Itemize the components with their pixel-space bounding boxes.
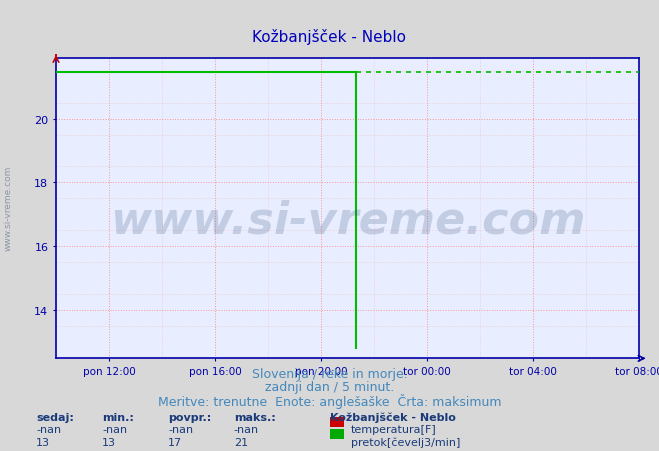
Text: Kožbanjšček - Neblo: Kožbanjšček - Neblo bbox=[330, 412, 455, 422]
Text: pretok[čevelj3/min]: pretok[čevelj3/min] bbox=[351, 437, 460, 447]
Text: sedaj:: sedaj: bbox=[36, 412, 74, 422]
Text: Kožbanjšček - Neblo: Kožbanjšček - Neblo bbox=[252, 29, 407, 45]
Text: -nan: -nan bbox=[234, 424, 259, 434]
Text: -nan: -nan bbox=[168, 424, 193, 434]
Text: 13: 13 bbox=[102, 437, 116, 447]
Text: zadnji dan / 5 minut.: zadnji dan / 5 minut. bbox=[265, 380, 394, 393]
Text: -nan: -nan bbox=[102, 424, 127, 434]
Text: 17: 17 bbox=[168, 437, 182, 447]
Text: www.si-vreme.com: www.si-vreme.com bbox=[110, 199, 585, 242]
Text: -nan: -nan bbox=[36, 424, 61, 434]
Text: temperatura[F]: temperatura[F] bbox=[351, 424, 436, 434]
Text: maks.:: maks.: bbox=[234, 412, 275, 422]
Text: 21: 21 bbox=[234, 437, 248, 447]
Text: 13: 13 bbox=[36, 437, 50, 447]
Text: Meritve: trenutne  Enote: anglešaške  Črta: maksimum: Meritve: trenutne Enote: anglešaške Črta… bbox=[158, 393, 501, 408]
Text: min.:: min.: bbox=[102, 412, 134, 422]
Text: Slovenija / reke in morje.: Slovenija / reke in morje. bbox=[252, 368, 407, 381]
Text: povpr.:: povpr.: bbox=[168, 412, 212, 422]
Text: www.si-vreme.com: www.si-vreme.com bbox=[4, 165, 13, 250]
